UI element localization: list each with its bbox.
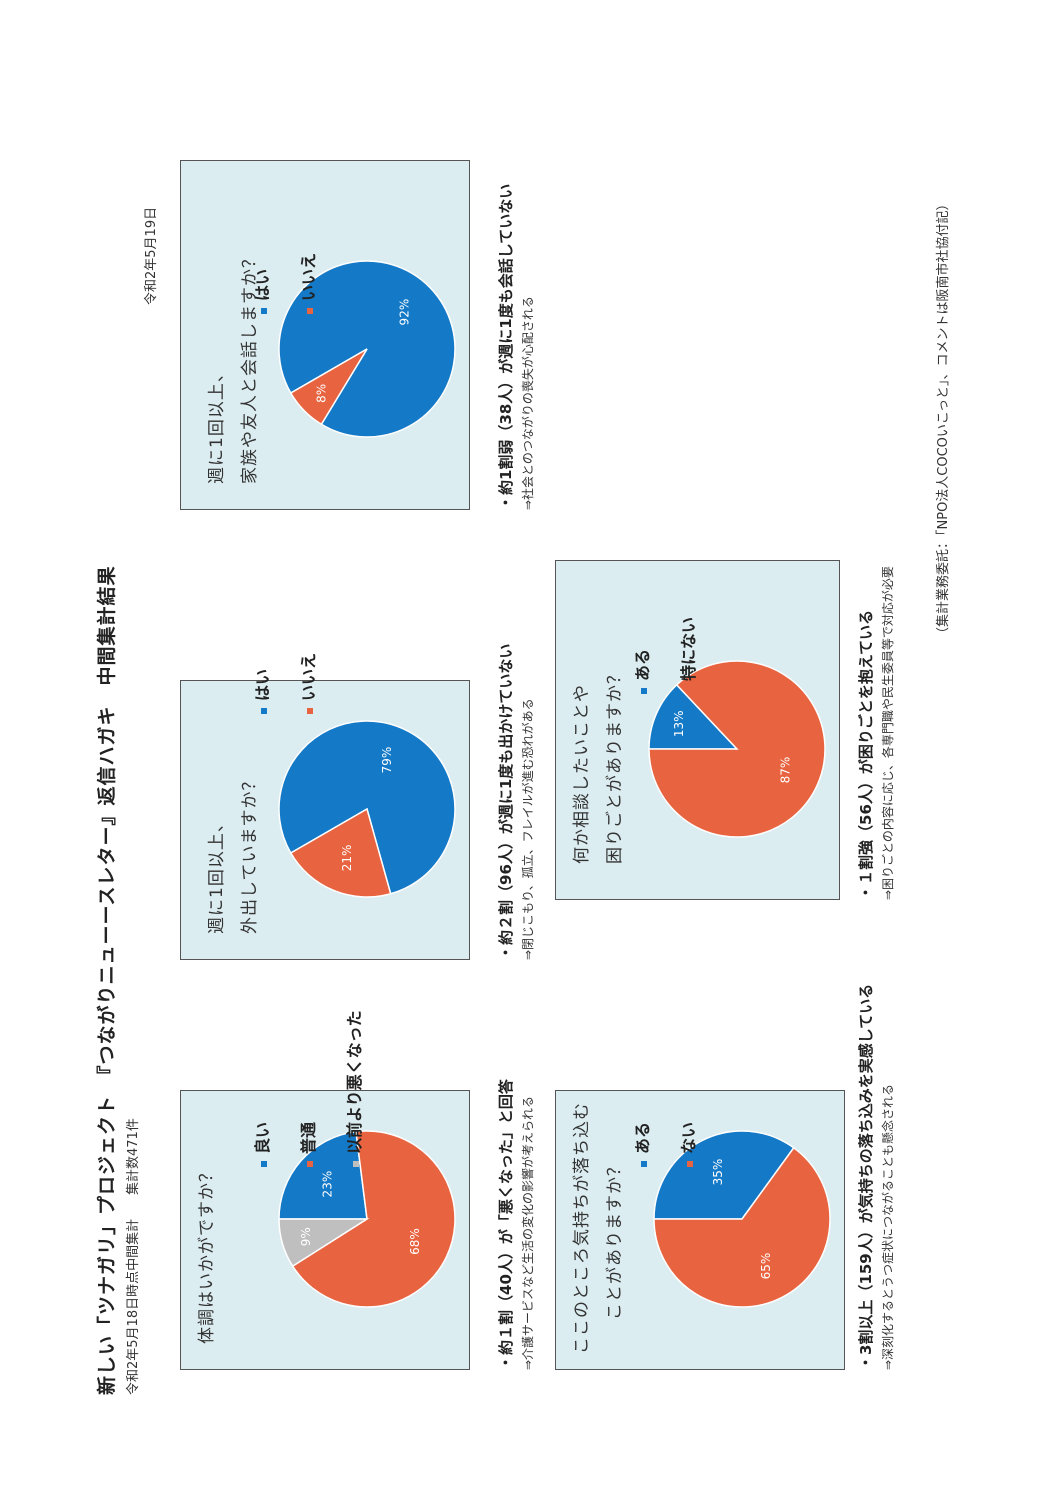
legend-item: 普通 — [297, 1010, 321, 1167]
legend-swatch — [260, 708, 267, 714]
legend-swatch — [686, 688, 693, 694]
chart-note: ⇒閉じこもり、孤立、フレイルが進む恐れがある — [521, 698, 535, 960]
pie-slice — [291, 1130, 456, 1308]
pie-data-label: 9% — [299, 1227, 313, 1246]
pie-slice — [289, 348, 368, 426]
pie-chart: 79% 21% — [278, 720, 456, 898]
legend-label: 以前より悪くなった — [345, 1010, 364, 1154]
chart-note: ⇒介護サービスなど生活の変化の影響が考えられる — [521, 1095, 535, 1370]
question-line: ここのところ気持ちが落ち込む — [572, 1102, 592, 1354]
pie-data-label: 92% — [398, 299, 412, 326]
page-title: 新しい「ツナガリ」プロジェクト 『つながりニューースレター』返信ハガキ 中間集計… — [96, 565, 118, 1395]
chart-panel: 何か相談したいことや 困りごとがありますか？ 13% 87% ある 特にない — [555, 560, 840, 900]
question-line: ことがありますか？ — [605, 1158, 625, 1320]
legend-item: はい — [251, 653, 275, 714]
pie-data-label: 35% — [711, 1159, 725, 1186]
chart-legend: 良い 普通 以前より悪くなった — [251, 1010, 389, 1167]
chart-panel: 週に1回以上、 外出していますか？ 79% 21% はい いいえ — [180, 653, 470, 960]
pie-data-label: 68% — [408, 1228, 422, 1255]
legend-swatch — [640, 1161, 647, 1167]
chart-question: 体調はいかがですか？ — [191, 1164, 224, 1344]
pie-data-label: 65% — [759, 1253, 773, 1280]
legend-label: いいえ — [299, 252, 318, 301]
chart-finding: ・約１割（40人）が「悪くなった」と回答 — [497, 1079, 515, 1370]
pie-data-label: 87% — [779, 757, 793, 784]
pie-slice — [653, 1146, 831, 1308]
chart-legend: ある 特にない — [631, 617, 723, 694]
chart-finding: ・約２割（96人）が週に1度も出かけていない — [497, 643, 515, 960]
legend-swatch — [686, 1161, 693, 1167]
legend-item: ある — [631, 1122, 655, 1167]
question-line: 体調はいかがですか？ — [197, 1164, 217, 1344]
pie-data-label: 23% — [320, 1171, 334, 1198]
pie-slice — [289, 807, 392, 898]
date-note: 令和2年5月18日時点中間集計 — [126, 1218, 141, 1395]
chart-finding: ・3割以上（159人）が気持ちの落ち込みを実感している — [857, 983, 875, 1370]
legend-item: ない — [677, 1122, 701, 1167]
legend-label: 特にない — [679, 616, 698, 681]
legend-item: はい — [251, 253, 275, 314]
question-line: 何か相談したいことや — [572, 684, 592, 864]
question-line: 困りごとがありますか？ — [605, 666, 625, 864]
legend-item: ある — [631, 617, 655, 694]
legend-label: 良い — [253, 1121, 272, 1154]
legend-item: 特にない — [677, 617, 701, 694]
pie-data-label: 21% — [340, 845, 354, 872]
question-line: 週に1回以上、 — [207, 814, 227, 934]
chart-question: 何か相談したいことや 困りごとがありますか？ — [566, 666, 632, 864]
pie-slice — [648, 683, 739, 750]
total-count: 集計数471件 — [126, 1118, 141, 1195]
pie-chart: 13% 87% — [648, 660, 826, 838]
chart-note: ⇒社会とのつながりの喪失が心配される — [521, 296, 535, 510]
legend-item: 良い — [251, 1010, 275, 1167]
legend-swatch — [306, 1161, 313, 1167]
chart-legend: はい いいえ — [251, 653, 343, 714]
chart-question: 週に1回以上、 外出していますか？ — [201, 773, 267, 935]
chart-panel: ここのところ気持ちが落ち込む ことがありますか？ 35% 65% ある ない — [555, 1090, 845, 1370]
footer-note: （集計業務委託：「NPO法人COCOいこっと」、コメントは阪南市社協付記） — [936, 197, 951, 640]
chart-panel: 体調はいかがですか？ 23% 68% 9% 良い 普通 以前より悪くなった — [180, 1010, 470, 1370]
legend-label: はい — [253, 668, 272, 701]
legend-label: ある — [633, 1121, 652, 1154]
legend-swatch — [640, 688, 647, 694]
legend-label: 普通 — [299, 1121, 318, 1154]
chart-finding: ・約1割弱（38人）が週に1度も会話していない — [497, 183, 515, 510]
pie-slice — [653, 1130, 795, 1220]
pie-slice — [278, 1130, 368, 1220]
question-line: 週に1回以上、 — [207, 364, 227, 484]
pie-slice — [278, 720, 456, 895]
legend-item: いいえ — [297, 253, 321, 314]
legend-item: 以前より悪くなった — [343, 1010, 367, 1167]
pie-data-label: 79% — [380, 747, 394, 774]
pie-data-label: 8% — [315, 384, 329, 403]
legend-swatch — [260, 308, 267, 314]
pie-chart: 23% 68% 9% — [278, 1130, 456, 1308]
pie-slice — [278, 1218, 370, 1268]
chart-legend: ある ない — [631, 1122, 723, 1167]
chart-note: ⇒深刻化するとうつ症状につながることも懸念される — [881, 1083, 895, 1370]
legend-label: ない — [679, 1121, 698, 1154]
legend-swatch — [306, 308, 313, 314]
legend-swatch — [352, 1161, 359, 1167]
legend-label: ある — [633, 648, 652, 681]
legend-swatch — [260, 1161, 267, 1167]
chart-note: ⇒困りごとの内容に応じ、各専門職や民生委員等で対応が必要 — [881, 566, 895, 900]
report-date: 令和2年5月19日 — [144, 206, 159, 305]
question-line: 外出していますか？ — [240, 772, 260, 935]
legend-item: いいえ — [297, 653, 321, 714]
chart-question: ここのところ気持ちが落ち込む ことがありますか？ — [566, 1102, 632, 1354]
pie-slice — [648, 660, 826, 838]
pie-chart: 35% 65% — [653, 1130, 831, 1308]
pie-chart: 92% 8% — [278, 260, 456, 438]
chart-legend: はい いいえ — [251, 253, 343, 314]
legend-swatch — [306, 708, 313, 714]
legend-label: いいえ — [299, 652, 318, 701]
chart-finding: ・１割強（56人）が困りごとを抱えている — [857, 609, 875, 900]
legend-label: はい — [253, 268, 272, 301]
pie-data-label: 13% — [672, 710, 686, 737]
chart-panel: 週に1回以上、 家族や友人と会話しますか？ 92% 8% はい いいえ — [180, 160, 470, 510]
